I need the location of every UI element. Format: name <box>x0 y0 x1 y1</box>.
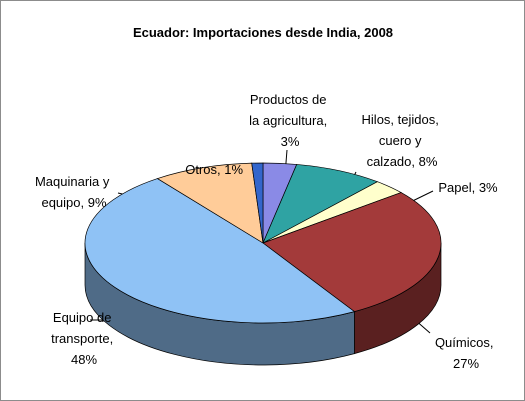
slice <box>251 162 264 244</box>
label-line: equipo, 9% <box>41 195 106 210</box>
label-line: Otros, 1% <box>185 162 243 177</box>
data-label: Maquinaria y equipo, 9% <box>35 174 113 210</box>
data-label: Equipo de transporte, 48% <box>51 310 117 367</box>
label-line: Papel, 3% <box>438 180 498 195</box>
label-line: Maquinaria y <box>35 174 113 189</box>
data-label: Productos de la agricultura, 3% <box>249 92 331 149</box>
label-line: Productos de <box>250 92 330 107</box>
chart-title: Ecuador: Importaciones desde India, 2008 <box>133 25 393 40</box>
data-label: Otros, 1% <box>185 162 243 177</box>
label-line: la agricultura, <box>249 113 331 128</box>
label-line: Equipo de <box>53 310 115 325</box>
label-line: transporte, <box>51 331 117 346</box>
slice <box>84 178 356 324</box>
label-line: 27% <box>453 356 479 371</box>
label-line: cuero y <box>379 133 425 148</box>
data-label: Papel, 3% <box>438 180 498 195</box>
slice <box>156 162 264 244</box>
data-label: Químicos, 27% <box>435 335 497 371</box>
label-line: Químicos, <box>435 335 497 350</box>
slice <box>262 164 379 244</box>
slice <box>262 192 442 313</box>
pie-tops <box>84 162 442 324</box>
label-line: 48% <box>71 352 97 367</box>
label-line: Hilos, tejidos, <box>362 112 443 127</box>
data-label: Hilos, tejidos, cuero y calzado, 8% <box>362 112 443 169</box>
label-line: 3% <box>281 134 300 149</box>
label-line: calzado, 8% <box>367 154 438 169</box>
